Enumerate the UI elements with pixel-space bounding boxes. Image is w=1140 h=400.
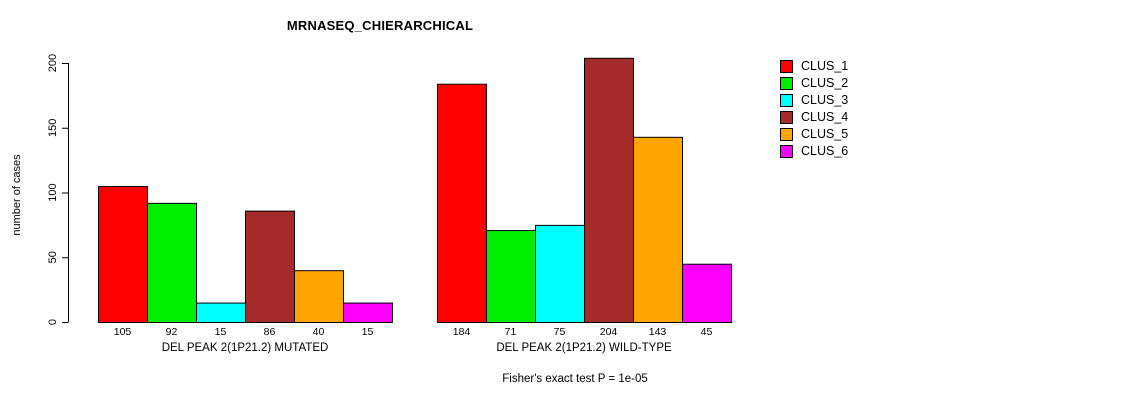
- legend-color-swatch-icon: [780, 145, 793, 158]
- bar: [98, 186, 148, 323]
- bar-value-label: 45: [701, 326, 713, 338]
- bar-value-label: 184: [453, 326, 471, 338]
- legend-color-swatch-icon: [780, 111, 793, 124]
- y-axis-ticks: [62, 63, 69, 323]
- legend-item-label: CLUS_5: [801, 127, 849, 142]
- bar-value-label: 105: [114, 326, 132, 338]
- bar: [147, 202, 197, 323]
- bars-container: [98, 57, 732, 324]
- legend-color-swatch-icon: [780, 94, 793, 107]
- bar-value-label: 86: [264, 326, 276, 338]
- legend-item[interactable]: CLUS_2: [780, 75, 920, 92]
- legend-item-label: CLUS_6: [801, 144, 849, 159]
- y-axis-tick-label: 0: [47, 319, 59, 325]
- bar: [343, 302, 393, 324]
- legend-item[interactable]: CLUS_4: [780, 109, 920, 126]
- bar: [245, 210, 295, 324]
- y-axis-tick-label: 200: [47, 54, 59, 72]
- bar-value-label: 204: [600, 326, 618, 338]
- bar: [535, 224, 585, 323]
- bar-value-label: 143: [649, 326, 667, 338]
- chart-title: MRNASEQ_CHIERARCHICAL: [286, 18, 474, 33]
- statistical-test-annotation: Fisher's exact test P = 1e-05: [502, 373, 648, 385]
- y-axis-title: number of cases: [11, 154, 23, 236]
- legend-item-label: CLUS_1: [801, 59, 849, 74]
- bar-value-label: 75: [554, 326, 566, 338]
- bar: [682, 263, 732, 324]
- legend-item[interactable]: CLUS_3: [780, 92, 920, 109]
- bar-value-labels: 105 92 15 86 40 15 184 71 75 204 143 45: [114, 326, 713, 338]
- legend-color-swatch-icon: [780, 77, 793, 90]
- legend-item-label: CLUS_2: [801, 76, 849, 91]
- legend-item-label: CLUS_4: [801, 110, 849, 125]
- bar: [486, 230, 536, 323]
- bar-value-label: 92: [166, 326, 178, 338]
- bar: [294, 270, 344, 324]
- bar: [584, 57, 634, 323]
- y-axis-tick-label: 150: [47, 119, 59, 137]
- y-axis-tick-label: 100: [47, 183, 59, 201]
- group-label: DEL PEAK 2(1P21.2) MUTATED: [162, 342, 329, 354]
- bar-chart-plot: 0 50 100 150 200 number of cases 105 92 15 86 40…: [11, 54, 732, 385]
- y-axis-tick-label: 50: [47, 251, 59, 263]
- legend-color-swatch-icon: [780, 60, 793, 73]
- bar-value-label: 71: [505, 326, 517, 338]
- group-label: DEL PEAK 2(1P21.2) WILD-TYPE: [496, 342, 672, 354]
- legend-color-swatch-icon: [780, 128, 793, 141]
- bar: [437, 83, 487, 323]
- group-axis-labels: DEL PEAK 2(1P21.2) MUTATED DEL PEAK 2(1P2…: [162, 342, 672, 354]
- bar: [633, 136, 683, 323]
- legend-item[interactable]: CLUS_6: [780, 143, 920, 160]
- bar-value-label: 15: [215, 326, 227, 338]
- y-axis-tick-labels: 0 50 100 150 200: [47, 54, 59, 325]
- bar-value-label: 40: [313, 326, 325, 338]
- y-axis: 0 50 100 150 200: [47, 54, 69, 325]
- legend: CLUS_1 CLUS_2 CLUS_3 CLUS_4 CLUS_5 CLUS_6: [780, 58, 920, 160]
- bar-value-label: 15: [362, 326, 374, 338]
- legend-item-label: CLUS_3: [801, 93, 849, 108]
- legend-item[interactable]: CLUS_1: [780, 58, 920, 75]
- bar: [196, 302, 246, 324]
- legend-item[interactable]: CLUS_5: [780, 126, 920, 143]
